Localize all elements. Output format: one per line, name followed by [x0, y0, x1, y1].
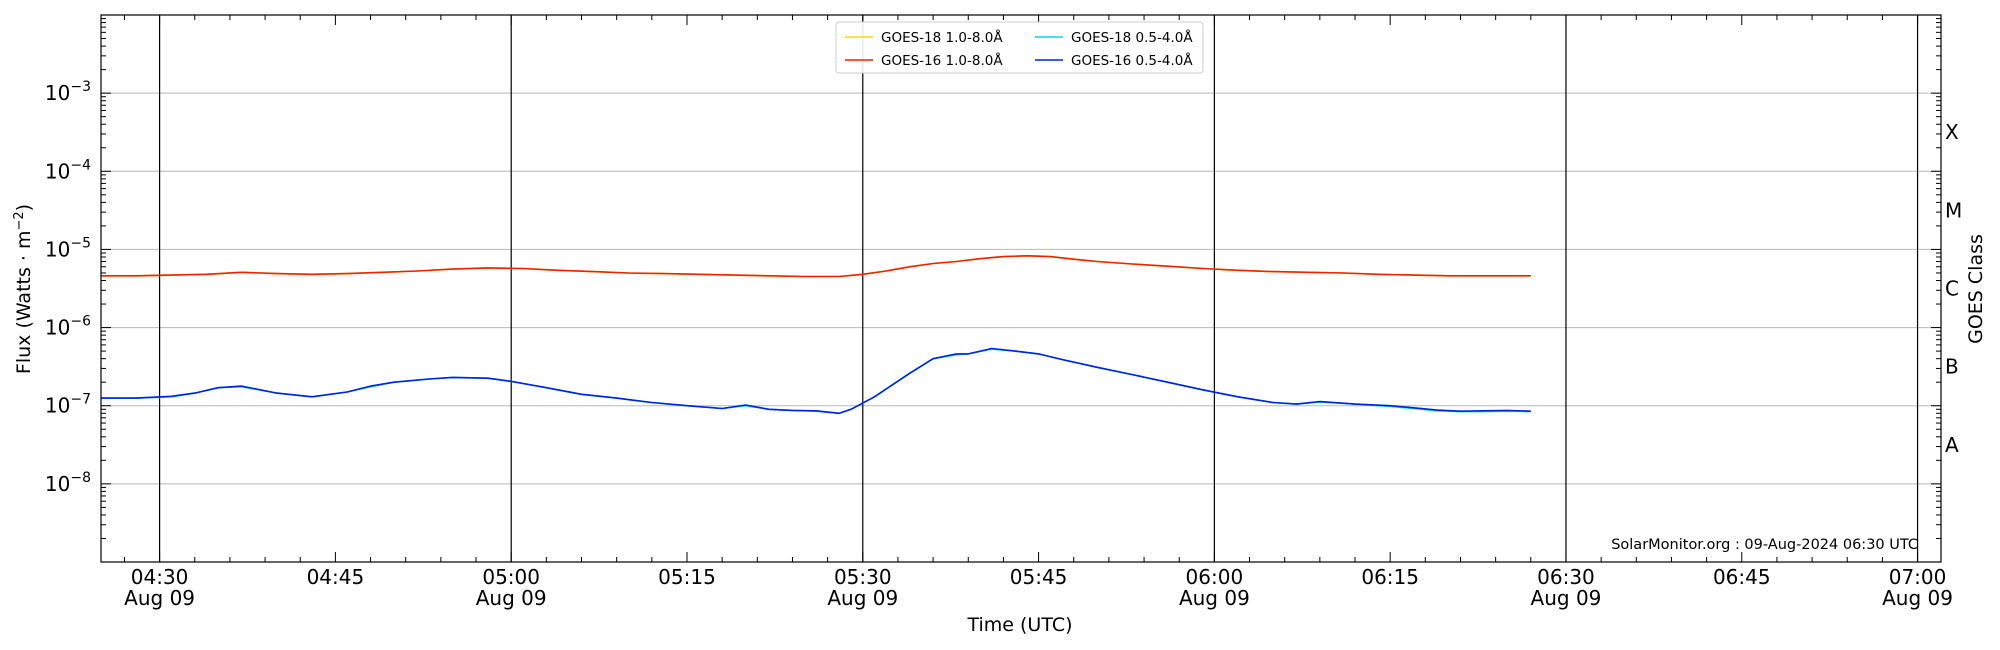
x-tick-date-label: Aug 09 — [476, 586, 547, 610]
legend-entry-label: GOES-16 0.5-4.0Å — [1071, 52, 1193, 69]
y-tick-label: 10−6 — [45, 314, 91, 340]
y-tick-label: 10−4 — [45, 157, 91, 183]
goes-class-label: B — [1945, 355, 1959, 379]
series-line — [101, 255, 1531, 278]
y-grid — [101, 92, 1941, 485]
x-tick-label: 05:15 — [658, 565, 716, 589]
x-tick-date-label: Aug 09 — [1179, 586, 1250, 610]
goes-class-label: M — [1945, 198, 1962, 222]
x-tick-label: 05:30 — [834, 565, 892, 589]
y-tick-label: 10−3 — [45, 79, 91, 105]
watermark: SolarMonitor.org : 09-Aug-2024 06:30 UTC — [1611, 537, 1918, 553]
legend-entry-label: GOES-16 1.0-8.0Å — [881, 52, 1003, 69]
goes-class-axis: A B C M X — [1945, 120, 1962, 457]
x-tick-date-label: Aug 09 — [124, 586, 195, 610]
x-tick-label: 06:00 — [1186, 565, 1244, 589]
y-axis-label: Flux (Watts · m−2) — [12, 204, 35, 374]
x-tick-label: 06:45 — [1713, 565, 1771, 589]
series-line — [101, 347, 1531, 415]
y-tick-label: 10−5 — [45, 235, 91, 261]
goes-class-label: X — [1945, 120, 1959, 144]
x-tick-date-label: Aug 09 — [1882, 586, 1953, 610]
y-tick-label: 10−8 — [45, 470, 91, 496]
x-tick-label: 07:00 — [1889, 565, 1947, 589]
x-tick-label: 05:45 — [1010, 565, 1068, 589]
y-axis: 10−8 10−7 10−6 10−5 10−4 10−3 — [45, 18, 1941, 563]
x-tick-label: 04:45 — [307, 565, 365, 589]
legend-entry-label: GOES-18 1.0-8.0Å — [881, 29, 1003, 46]
x-tick-label: 04:30 — [131, 565, 189, 589]
x-tick-date-label: Aug 09 — [827, 586, 898, 610]
x-tick-date-label: Aug 09 — [1531, 586, 1602, 610]
legend: GOES-18 1.0-8.0Å GOES-18 0.5-4.0Å GOES-16 … — [835, 21, 1204, 74]
goes-class-label: A — [1945, 433, 1959, 457]
goes-class-label: C — [1945, 277, 1959, 301]
x-tick-label: 05:00 — [482, 565, 540, 589]
time-markers — [158, 15, 1919, 562]
goes-class-axis-label: GOES Class — [1965, 234, 1987, 344]
x-axis-label: Time (UTC) — [966, 614, 1072, 636]
legend-entry-label: GOES-18 0.5-4.0Å — [1071, 29, 1193, 46]
series-lines — [101, 255, 1531, 415]
plot-frame — [100, 14, 1942, 563]
x-tick-label: 06:30 — [1537, 565, 1595, 589]
y-tick-label: 10−7 — [45, 392, 91, 418]
x-tick-label: 06:15 — [1361, 565, 1419, 589]
legend-frame — [835, 21, 1204, 74]
